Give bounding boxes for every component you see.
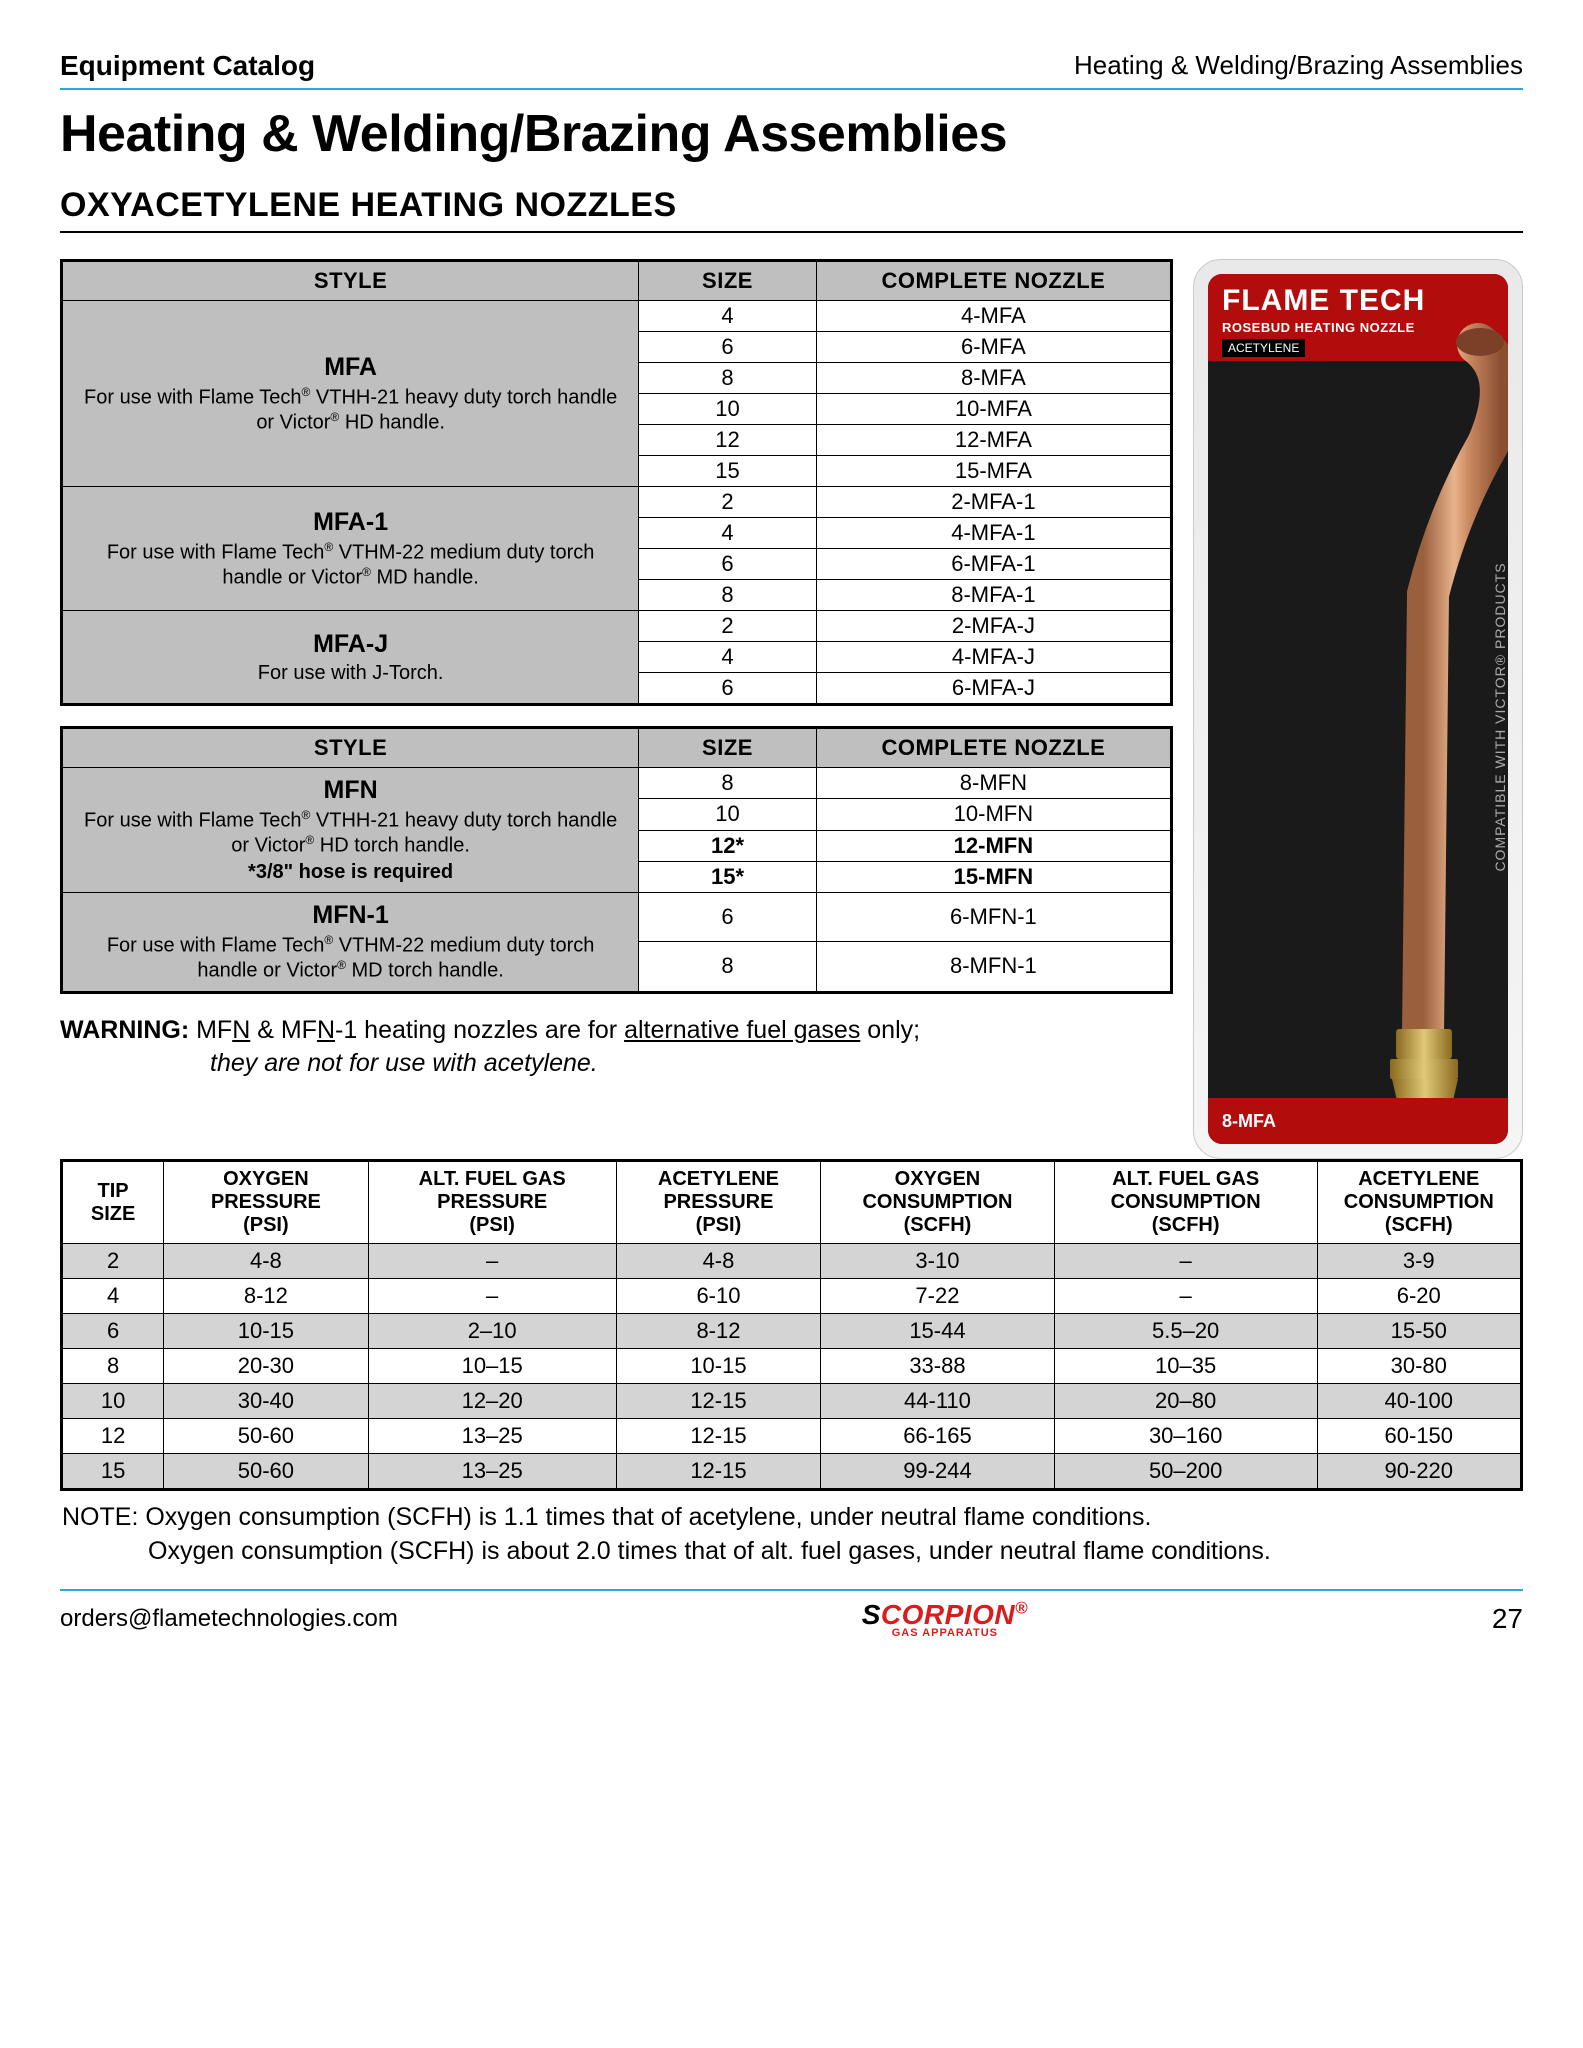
warning-text: WARNING: MFN & MFN-1 heating nozzles are… xyxy=(60,1014,1173,1082)
product-image: FLAME TECH ROSEBUD HEATING NOZZLE ACETYL… xyxy=(1193,259,1523,1159)
nozzle-table-mfn: STYLESIZECOMPLETE NOZZLEMFNFor use with … xyxy=(60,726,1173,994)
page-title: Heating & Welding/Brazing Assemblies xyxy=(60,104,1523,164)
product-brand: FLAME TECH xyxy=(1222,284,1494,318)
page-number: 27 xyxy=(1492,1603,1523,1635)
contact-email: orders@flametechnologies.com xyxy=(60,1605,398,1633)
catalog-label: Equipment Catalog xyxy=(60,50,315,82)
pressure-table: TIPSIZEOXYGENPRESSURE(PSI)ALT. FUEL GASP… xyxy=(60,1159,1523,1491)
product-model: 8-MFA xyxy=(1222,1111,1276,1132)
nozzle-illustration xyxy=(1208,314,1508,1144)
note-text: NOTE: Oxygen consumption (SCFH) is 1.1 t… xyxy=(60,1501,1523,1569)
section-heading: OXYACETYLENE HEATING NOZZLES xyxy=(60,186,1523,233)
scorpion-logo: SCORPION® GAS APPARATUS xyxy=(862,1599,1028,1639)
nozzle-table-mfa: STYLESIZECOMPLETE NOZZLEMFAFor use with … xyxy=(60,259,1173,706)
page-footer: orders@flametechnologies.com SCORPION® G… xyxy=(60,1589,1523,1639)
page-header: Equipment Catalog Heating & Welding/Braz… xyxy=(60,50,1523,90)
section-path: Heating & Welding/Brazing Assemblies xyxy=(1074,50,1523,82)
